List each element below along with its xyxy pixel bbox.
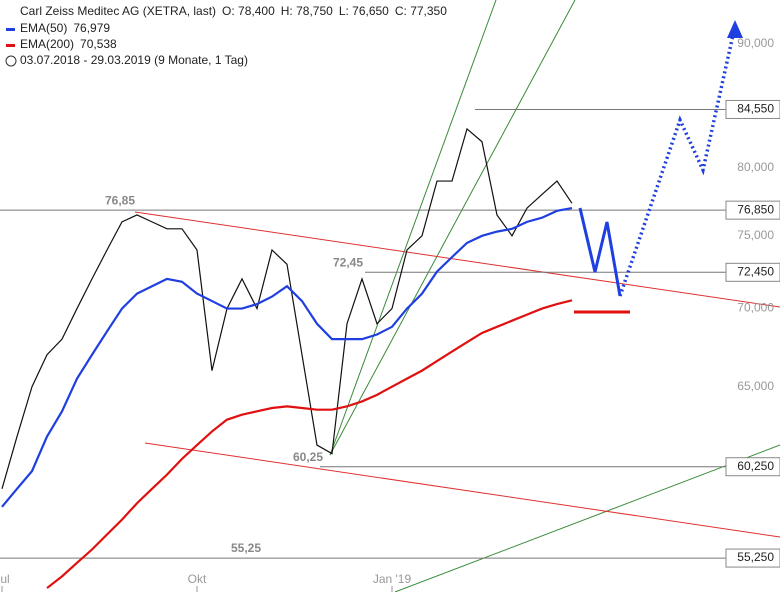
clock-icon: [5, 55, 17, 67]
x-tick-label: Jan '19: [373, 572, 412, 586]
level-box: [725, 457, 780, 477]
level-box: [725, 200, 780, 220]
level-box: [725, 262, 780, 282]
level-label: 72,450: [737, 264, 774, 278]
trend-line: [394, 444, 780, 592]
level-box: [725, 99, 780, 119]
level-box: [725, 548, 780, 568]
annotation: 55,25: [231, 541, 261, 555]
annotation: 72,45: [333, 255, 363, 269]
y-tick-label: 65,000: [737, 379, 774, 393]
series-line: [1, 207, 573, 508]
projection: [618, 34, 735, 297]
series-line: [46, 299, 573, 589]
y-tick-label: 90,000: [737, 36, 774, 50]
legend-entry: EMA(200) 70,538: [20, 37, 117, 51]
level-label: 84,550: [737, 102, 774, 116]
projection: [578, 207, 622, 297]
legend: Carl Zeiss Meditec AG (XETRA, last) O: 78…: [5, 4, 447, 67]
legend-title: Carl Zeiss Meditec AG (XETRA, last) O: 78…: [20, 4, 447, 18]
trend-line: [329, 0, 497, 456]
trend-line: [329, 0, 576, 456]
arrow-head: [727, 20, 743, 38]
date-range: 03.07.2018 - 29.03.2019 (9 Monate, 1 Tag…: [20, 53, 248, 67]
y-tick-label: 70,000: [737, 301, 774, 315]
series-line: [1, 127, 573, 489]
level-label: 76,850: [737, 202, 774, 216]
legend-swatch: [6, 44, 15, 47]
x-tick-label: Jul: [0, 572, 10, 586]
trend-line: [134, 211, 780, 308]
plot: 65,000 70,000 75,000 80,000 90,000 84,550 76,8…: [0, 36, 780, 592]
level-label: 55,250: [737, 550, 774, 564]
legend-entry: EMA(50) 76,979: [20, 21, 110, 35]
annotation: 60,25: [293, 450, 323, 464]
annotation: 76,85: [105, 193, 135, 207]
y-tick-label: 75,000: [737, 228, 774, 242]
level-label: 60,250: [737, 459, 774, 473]
legend-swatch: [6, 28, 15, 31]
y-tick-label: 80,000: [737, 160, 774, 174]
trend-line: [144, 442, 780, 538]
x-tick-label: Okt: [188, 572, 207, 586]
